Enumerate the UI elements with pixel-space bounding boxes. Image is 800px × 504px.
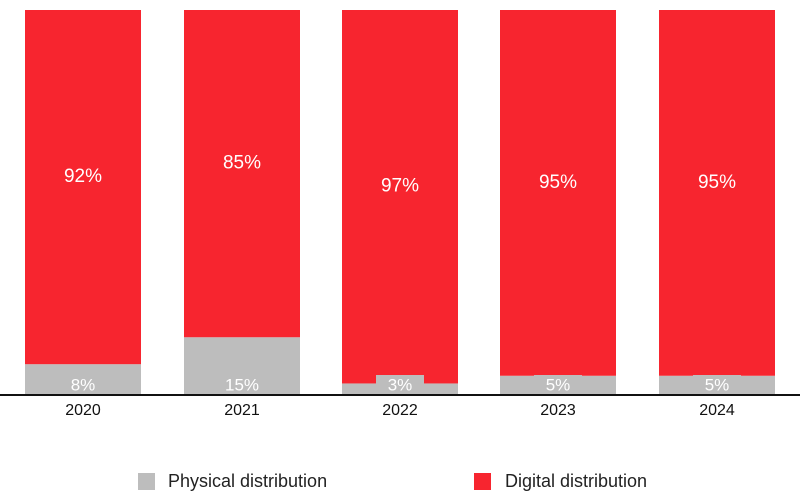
- label-box: [534, 375, 582, 395]
- value-label: 92%: [64, 166, 102, 187]
- bar-segment: [184, 10, 300, 338]
- bar-segment: [500, 10, 616, 376]
- legend-label: Digital distribution: [505, 471, 647, 491]
- legend-swatch: [474, 473, 491, 490]
- label-box: [59, 375, 107, 395]
- x-tick-label: 2021: [224, 402, 260, 419]
- bar-segment: [659, 10, 775, 376]
- label-box: [693, 375, 741, 395]
- value-label: 5%: [546, 375, 571, 394]
- value-label: 3%: [388, 375, 413, 394]
- x-tick-label: 2023: [540, 402, 576, 419]
- value-label: 8%: [71, 375, 96, 394]
- x-tick-label: 2024: [699, 402, 735, 419]
- value-label: 97%: [381, 176, 419, 197]
- legend-swatch: [138, 473, 155, 490]
- value-label: 95%: [539, 172, 577, 193]
- bar-segment: [342, 10, 458, 384]
- value-label: 85%: [223, 153, 261, 174]
- label-box: [376, 375, 424, 395]
- label-box: [218, 375, 266, 395]
- legend-label: Physical distribution: [168, 471, 327, 491]
- value-label: 95%: [698, 172, 736, 193]
- bar-segment: [25, 10, 141, 365]
- x-tick-label: 2020: [65, 402, 101, 419]
- x-tick-label: 2022: [382, 402, 418, 419]
- value-label: 5%: [705, 375, 730, 394]
- value-label: 15%: [225, 375, 259, 394]
